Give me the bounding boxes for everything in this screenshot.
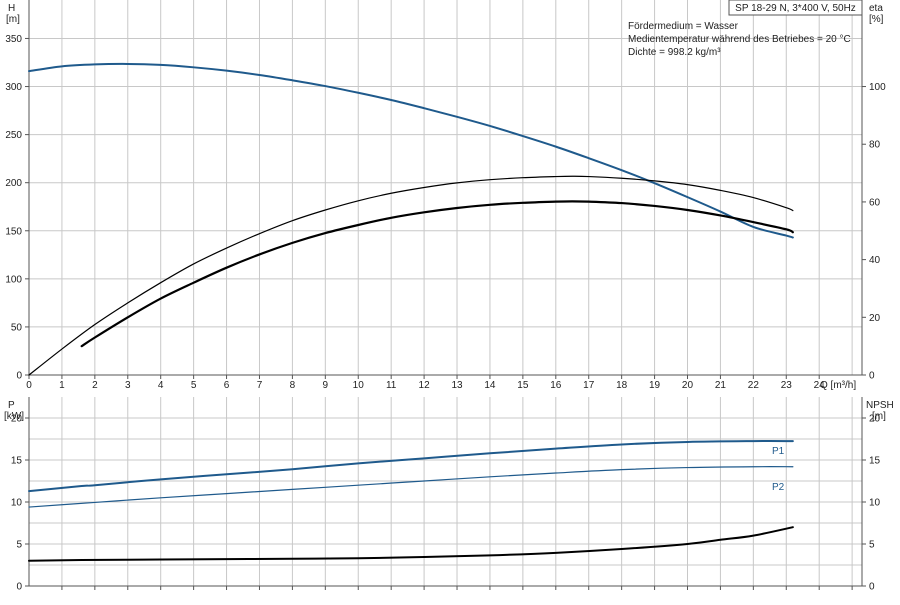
series-h <box>28 62 794 239</box>
label-p1: P1 <box>772 446 785 457</box>
bottom-right-axis-unit: [m] <box>872 411 886 422</box>
left-tick-label: 0 <box>16 582 22 593</box>
x-tick-label: 17 <box>583 380 595 391</box>
x-tick-label: 3 <box>125 380 131 391</box>
x-tick-label: 18 <box>616 380 628 391</box>
info-temperature: Medientemperatur während des Betriebes =… <box>628 34 851 45</box>
x-tick-label: 13 <box>451 380 463 391</box>
series-eta-unit <box>80 200 794 348</box>
left-tick-label: 200 <box>5 178 22 189</box>
left-tick-label: 300 <box>5 82 22 93</box>
series-p1 <box>28 440 794 493</box>
x-tick-label: 12 <box>419 380 431 391</box>
x-tick-label: 2 <box>92 380 98 391</box>
left-tick-label: 50 <box>11 322 23 333</box>
series-layer <box>28 62 794 562</box>
right-tick-label: 80 <box>869 140 881 151</box>
right-tick-label: 20 <box>869 313 881 324</box>
chart-title: SP 18-29 N, 3*400 V, 50Hz <box>735 3 856 14</box>
x-tick-label: 24 <box>814 380 826 391</box>
left-tick-label: 100 <box>5 274 22 285</box>
left-tick-label: 5 <box>16 540 22 551</box>
x-tick-label: 6 <box>224 380 230 391</box>
x-tick-label: 23 <box>781 380 793 391</box>
x-tick-label: 22 <box>748 380 760 391</box>
right-tick-label: 5 <box>869 540 875 551</box>
top-right-axis-label: eta <box>869 3 883 14</box>
bottom-right-axis-label: NPSH <box>866 400 894 411</box>
title-box <box>728 0 863 16</box>
bottom-left-axis-unit: [kW] <box>4 411 24 422</box>
left-tick-label: 15 <box>11 456 23 467</box>
info-medium: Fördermedium = Wasser <box>628 21 739 32</box>
x-axis-label: Q [m³/h] <box>820 380 856 391</box>
series-eta <box>28 175 794 376</box>
x-tick-label: 21 <box>715 380 727 391</box>
series-npsh <box>28 526 794 562</box>
x-tick-label: 14 <box>484 380 496 391</box>
left-tick-label: 0 <box>16 371 22 382</box>
series-p2 <box>28 466 794 508</box>
right-tick-label: 10 <box>869 498 881 509</box>
left-tick-label: 10 <box>11 498 23 509</box>
info-density: Dichte = 998.2 kg/m³ <box>628 47 721 58</box>
x-tick-label: 5 <box>191 380 197 391</box>
left-tick-label: 350 <box>5 34 22 45</box>
x-tick-label: 8 <box>290 380 296 391</box>
x-tick-label: 0 <box>26 380 32 391</box>
label-p2: P2 <box>772 482 785 493</box>
x-tick-label: 10 <box>353 380 365 391</box>
x-tick-label: 15 <box>517 380 529 391</box>
x-tick-label: 16 <box>550 380 562 391</box>
right-tick-label: 15 <box>869 456 881 467</box>
x-tick-label: 11 <box>386 380 397 391</box>
x-tick-label: 19 <box>649 380 661 391</box>
right-tick-label: 40 <box>869 255 881 266</box>
top-right-axis-unit: [%] <box>869 14 884 25</box>
right-tick-label: 0 <box>869 582 875 593</box>
right-tick-label: 0 <box>869 371 875 382</box>
right-tick-label: 60 <box>869 197 881 208</box>
top-left-axis-label: H <box>8 3 15 14</box>
bottom-left-axis-label: P <box>8 400 15 411</box>
x-tick-label: 20 <box>682 380 694 391</box>
x-tick-label: 9 <box>323 380 329 391</box>
x-tick-label: 7 <box>257 380 263 391</box>
x-tick-label: 4 <box>158 380 164 391</box>
left-tick-label: 150 <box>5 226 22 237</box>
top-left-axis-unit: [m] <box>6 14 20 25</box>
right-tick-label: 20 <box>869 414 881 425</box>
left-tick-label: 20 <box>11 414 23 425</box>
left-tick-label: 250 <box>5 130 22 141</box>
right-tick-label: 100 <box>869 82 886 93</box>
grid-layer <box>29 0 862 587</box>
x-tick-label: 1 <box>59 380 65 391</box>
